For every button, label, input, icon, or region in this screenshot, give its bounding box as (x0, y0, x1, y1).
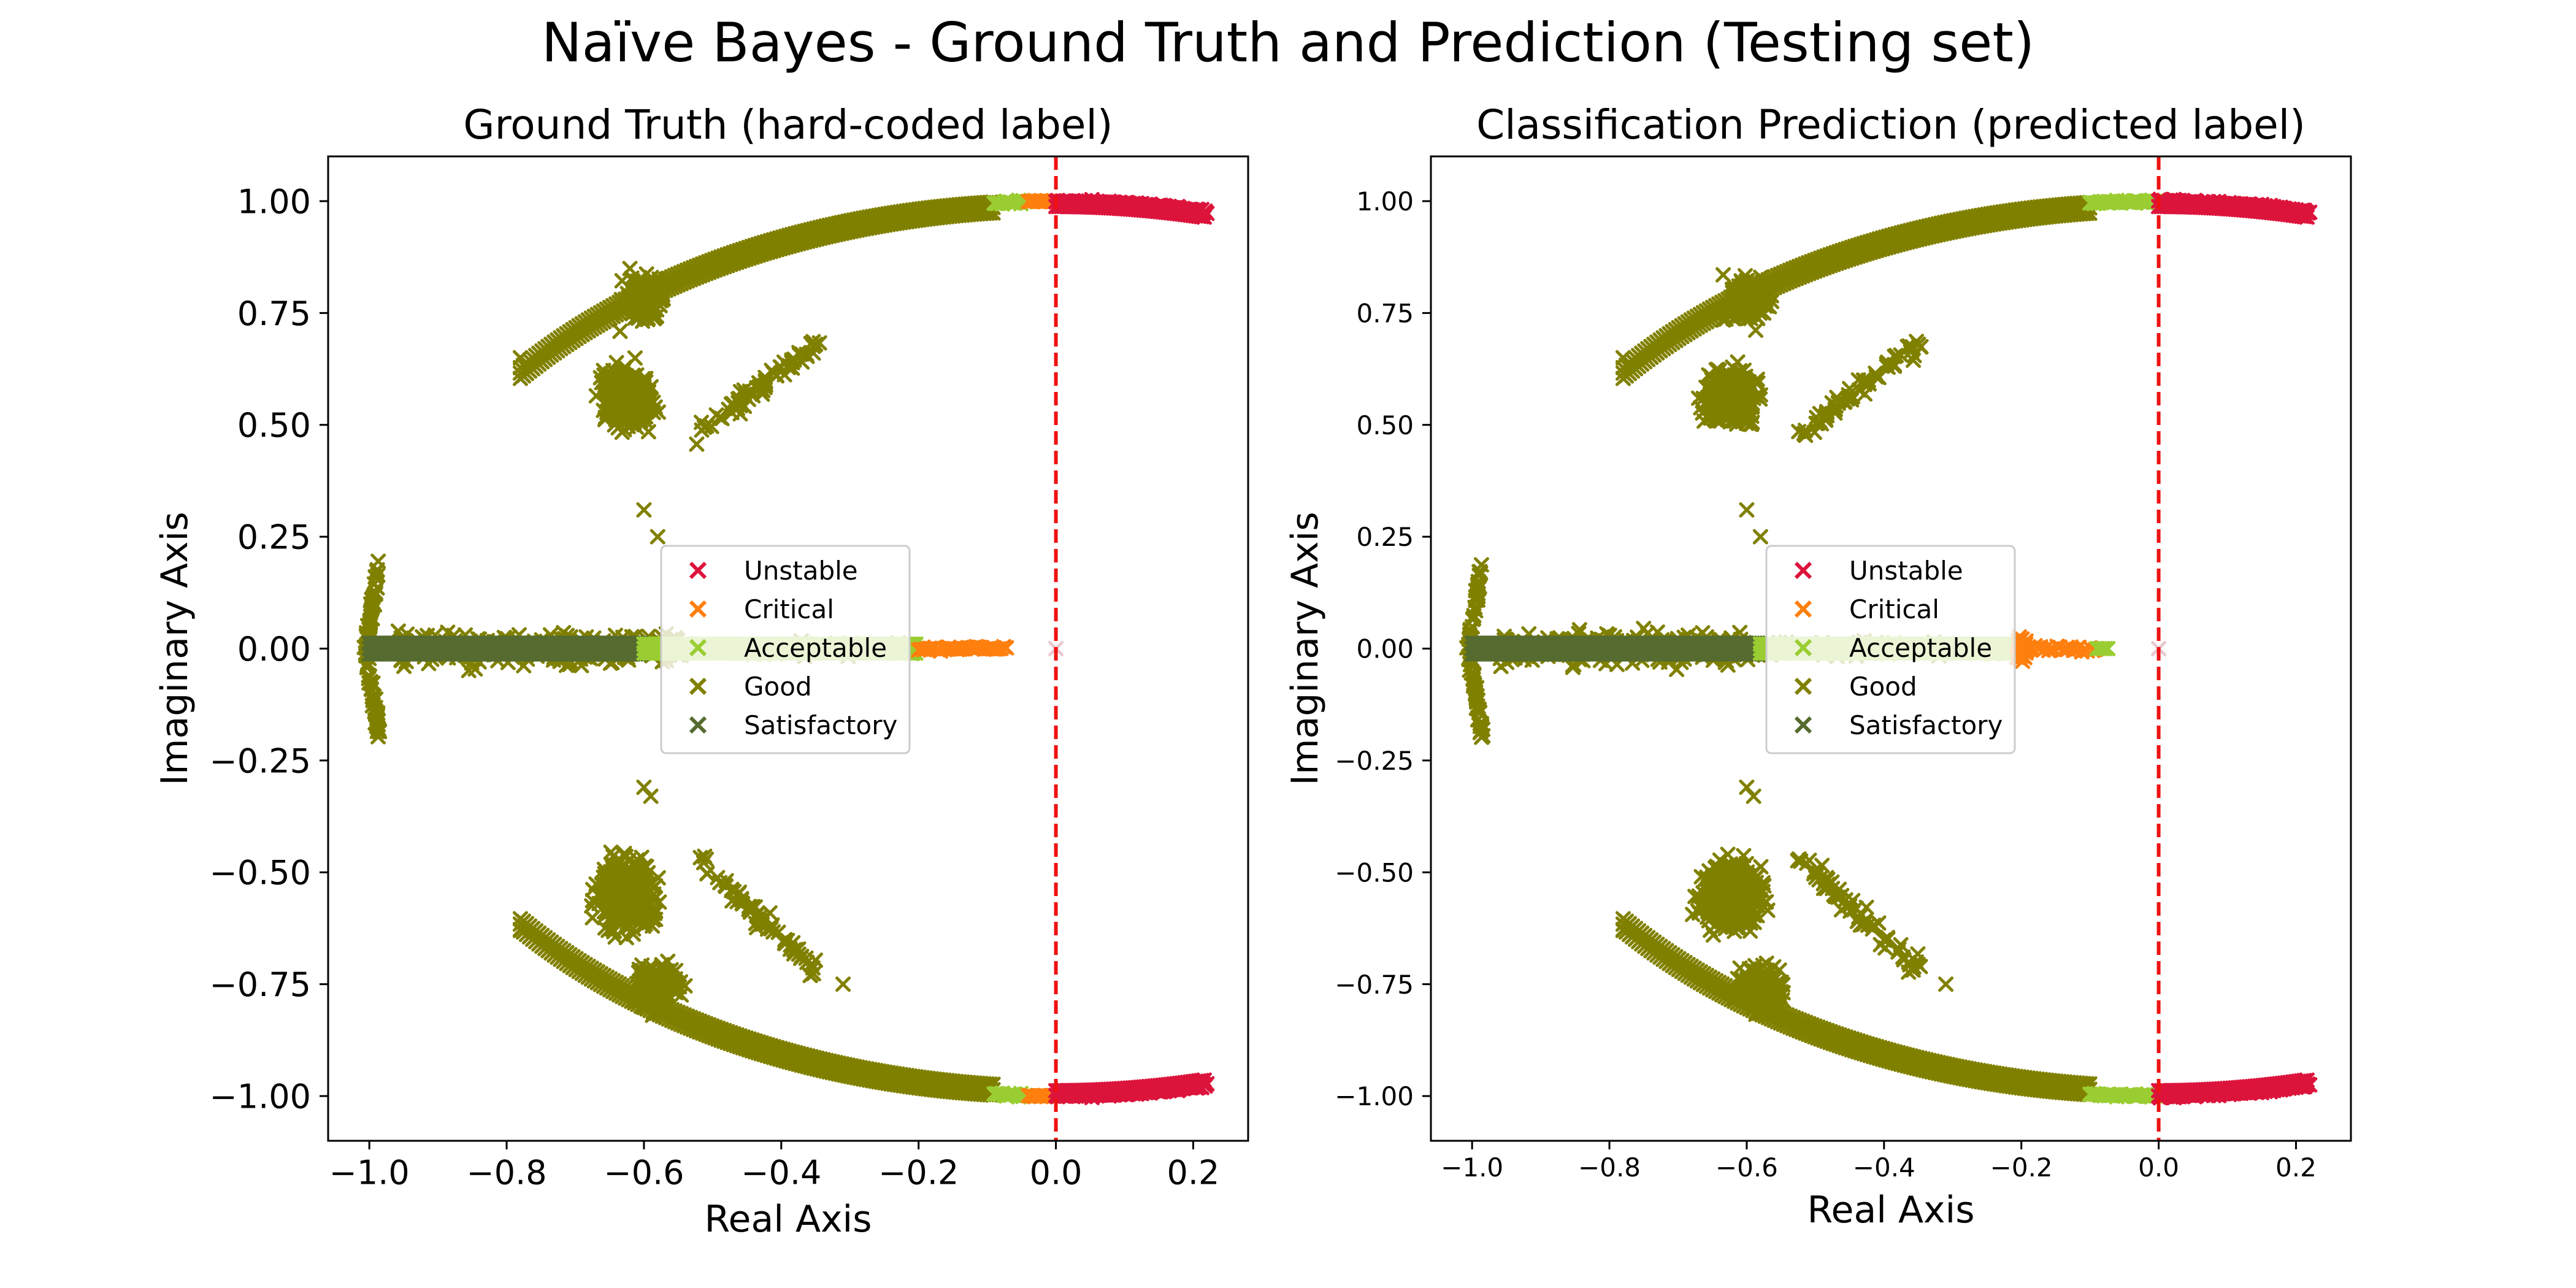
good-point (650, 870, 666, 886)
good-point (624, 891, 640, 907)
good-point (631, 872, 647, 887)
good-point (610, 909, 626, 925)
y-tick-label: 0.00 (237, 630, 311, 669)
ground-truth-panel: −1.0 −0.8 −0.6 −0.4 −0.2 0.0 0.2 −1.00 −0.75 −0.5… (153, 101, 1249, 1241)
good-point (597, 410, 613, 426)
x-axis-label: Real Axis (705, 1198, 872, 1241)
x-tick-label: −1.0 (329, 1154, 410, 1192)
y-tick-label: 1.00 (237, 182, 311, 221)
good-point (641, 915, 657, 931)
good-point (595, 875, 611, 891)
good-point (616, 847, 632, 863)
good-point (612, 323, 628, 339)
good-point (646, 311, 662, 327)
y-tick-label: 0.75 (237, 294, 311, 333)
good-point (603, 845, 619, 860)
y-tick-label: 0.25 (237, 518, 311, 557)
good-point (637, 900, 653, 916)
x-tick-label: −0.4 (741, 1154, 821, 1192)
good-point (608, 355, 624, 370)
y-tick-label: −1.00 (210, 1077, 311, 1116)
good-point (596, 362, 611, 378)
good-point (626, 926, 641, 942)
good-point (621, 904, 637, 920)
x-tick-label: −0.6 (604, 1154, 684, 1192)
panel-title: Ground Truth (hard-coded label) (463, 101, 1113, 148)
good-point (620, 877, 636, 893)
good-point (627, 350, 643, 366)
good-point (591, 895, 607, 911)
good-point (614, 867, 630, 883)
good-point (631, 413, 646, 429)
good-point (624, 270, 640, 286)
legend-label-critical: Critical (744, 594, 834, 624)
good-point (602, 392, 618, 408)
good-point (596, 380, 612, 396)
legend-label-good: Good (744, 672, 812, 702)
good-point (638, 276, 654, 292)
legend-label-unstable: Unstable (744, 556, 858, 586)
good-point (647, 399, 663, 415)
good-point (634, 299, 650, 315)
legend: Unstable Critical Acceptable Good Satisfacto… (660, 545, 911, 754)
good-point (585, 910, 600, 926)
x-tick-label: 0.0 (1030, 1154, 1083, 1192)
y-tick-label: −0.50 (210, 854, 311, 892)
legend-label-satisfactory: Satisfactory (744, 710, 897, 740)
legend-label-acceptable: Acceptable (744, 633, 887, 663)
x-tick-label: −0.2 (878, 1154, 959, 1192)
good-point (624, 392, 640, 408)
x-tick-label: −0.8 (466, 1154, 546, 1192)
y-tick-label: −0.75 (210, 965, 311, 1004)
y-tick-label: 0.50 (237, 406, 311, 445)
good-point (607, 889, 623, 905)
good-point (638, 859, 654, 875)
good-point (605, 376, 621, 392)
x-tick-label: 0.2 (1167, 1154, 1220, 1192)
figure-suptitle: Naïve Bayes - Ground Truth and Predictio… (542, 11, 2034, 74)
y-axis-label: Imaginary Axis (153, 512, 196, 785)
good-point (600, 922, 616, 938)
y-tick-label: −0.25 (210, 742, 311, 780)
good-point (619, 369, 635, 385)
